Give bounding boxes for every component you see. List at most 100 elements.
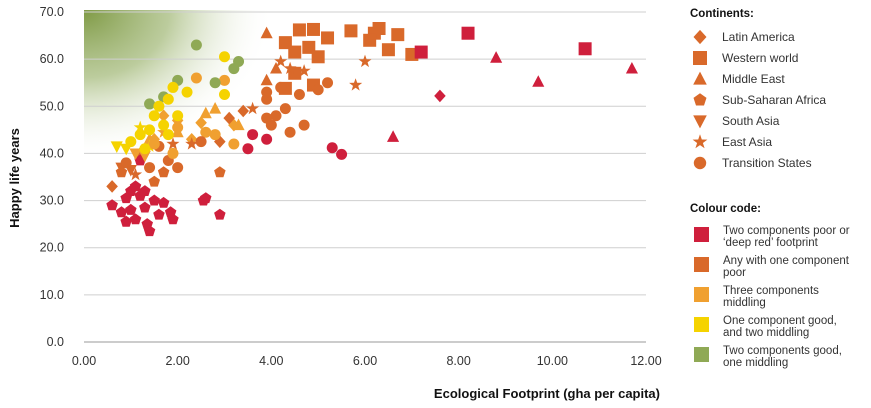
data-point [625,62,638,74]
legend-label: South Asia [722,113,780,128]
data-point [298,119,310,131]
data-point [387,130,400,142]
series-sub-saharan-africa [106,154,226,237]
colour-swatch [694,317,709,332]
x-tick-label: 2.00 [165,354,189,368]
data-point [125,203,137,215]
data-point [311,50,325,64]
legend-marker [693,114,707,128]
colour-swatch [694,227,709,242]
data-point [139,185,151,196]
x-tick-label: 10.00 [537,354,568,368]
data-point [115,206,128,218]
data-point [190,39,202,51]
y-tick-label: 50.0 [40,99,64,113]
colour-code-label: Two components good, one middling [723,345,842,369]
legend-item: Latin America [690,26,870,47]
legend-marker [693,29,707,44]
y-tick-label: 10.0 [40,288,64,302]
y-tick-label: 30.0 [40,194,64,208]
colour-code-item: Two components poor or ‘deep red’ footpri… [690,225,870,249]
data-point [141,218,153,229]
colour-code-label: Three components middling [723,285,819,309]
data-point [153,208,165,220]
data-points [106,22,638,237]
data-point [306,22,320,36]
colour-code-item: Two components good, one middling [690,345,870,369]
data-point [195,116,207,130]
data-point [293,89,305,100]
data-point [129,213,142,225]
data-point [166,137,180,150]
data-point [138,150,151,163]
data-point [363,33,377,47]
data-point [133,120,147,134]
legend-item: South Asia [690,110,870,131]
data-point [172,122,184,133]
data-point [391,28,405,42]
circle-marker-icon [693,156,707,169]
data-point [120,192,132,204]
data-point [326,142,338,154]
continents-legend-title: Continents: [690,8,754,20]
data-point [247,129,259,141]
data-point [120,215,132,227]
data-point [232,118,245,131]
data-point [148,138,160,150]
data-point [275,81,287,93]
data-point [414,45,428,59]
data-point [223,111,235,125]
data-point [228,63,240,75]
y-tick-label: 40.0 [40,146,64,160]
data-point [312,84,324,96]
colour-code-label: Two components poor or ‘deep red’ footpri… [723,225,850,249]
data-point [129,167,143,181]
data-point [381,43,395,57]
data-point [167,147,179,159]
data-point [279,103,291,115]
data-point [129,148,142,160]
data-point [195,136,207,148]
legend-item: Middle East [690,68,870,89]
data-point [292,23,306,37]
x-tick-label: 4.00 [259,354,283,368]
data-point [358,54,372,68]
data-point [321,31,335,45]
legend-item: East Asia [690,131,870,152]
legend-label: Middle East [722,71,785,86]
legend-marker [693,92,707,105]
triangle-down-marker-icon [693,114,707,128]
data-point [209,77,221,89]
triangle-marker-icon [693,71,707,85]
data-point [219,89,230,100]
data-point [288,45,302,59]
data-point [237,104,249,118]
y-tick-label: 20.0 [40,241,64,255]
data-point [322,77,334,89]
data-point [274,54,288,68]
y-tick-labels: 0.0 10.0 20.0 30.0 40.0 50.0 60.0 70.0 [40,5,64,349]
data-point [162,93,174,105]
data-point [148,110,160,122]
data-point [261,86,273,98]
continents-legend: Latin America Western world Middle East Sub… [690,26,870,173]
data-point [349,78,363,91]
data-point [185,137,199,150]
colour-code-item: Any with one component poor [690,255,870,279]
colour-code-title: Colour code: [690,203,761,215]
data-point [532,75,545,87]
data-point [148,175,160,187]
data-point [297,64,311,77]
legend-item: Western world [690,47,870,68]
data-point [200,126,212,138]
pentagon-marker-icon [693,92,707,105]
data-point [139,143,151,155]
y-tick-label: 60.0 [40,52,64,66]
colour-code-item: Three components middling [690,285,870,309]
data-point [214,208,226,220]
data-point [129,180,142,192]
data-point [144,162,156,174]
data-point [153,100,165,112]
data-point [157,109,170,122]
data-point [158,119,170,131]
